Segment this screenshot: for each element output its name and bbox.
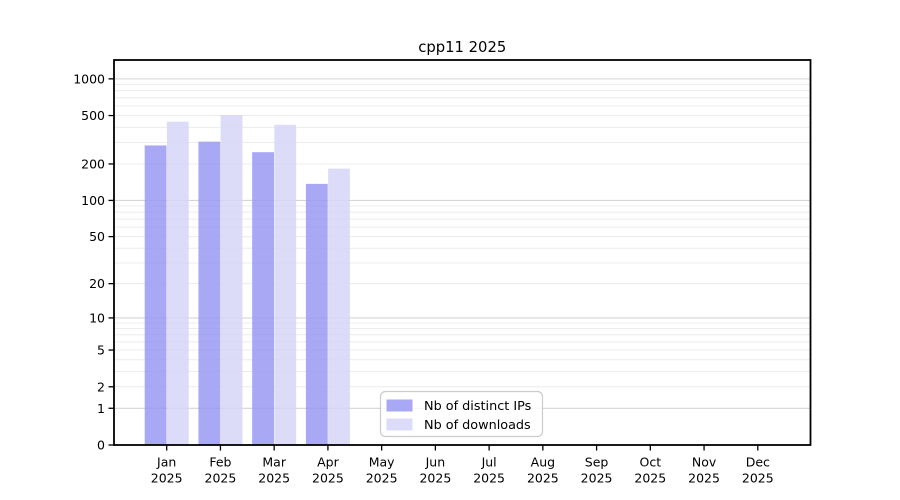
y-axis-tick-label: 1000	[73, 71, 105, 86]
y-axis-tick-label: 5	[97, 343, 105, 358]
x-axis-tick-label: Jul 2025	[473, 455, 505, 486]
legend: Nb of distinct IPs Nb of downloads	[379, 390, 544, 438]
y-axis-tick-label: 20	[89, 276, 105, 291]
x-axis-tick-label: Sep 2025	[581, 455, 613, 486]
bar-feb-downloads	[220, 115, 243, 445]
x-axis-tick-label: Oct 2025	[634, 455, 666, 486]
legend-box	[379, 390, 544, 438]
x-axis-tick-label: Aug 2025	[527, 455, 559, 486]
y-axis-tick-label: 500	[81, 108, 105, 123]
x-axis-tick-label: Dec 2025	[742, 455, 774, 486]
y-axis-tick-label: 200	[81, 156, 105, 171]
y-axis-tick-label: 100	[81, 193, 105, 208]
bar-feb-ips	[198, 141, 221, 445]
legend-item-label: Nb of distinct IPs	[424, 399, 532, 414]
chart-title: cpp11 2025	[418, 39, 506, 56]
y-axis-tick-label: 10	[89, 310, 105, 325]
y-axis-tick-label: 50	[89, 229, 105, 244]
y-axis-tick-label: 1	[97, 401, 105, 416]
legend-swatch	[386, 418, 413, 431]
bar-apr-downloads	[328, 168, 350, 446]
x-axis-tick-label: Jun 2025	[419, 455, 451, 486]
bar-mar-ips	[252, 152, 274, 445]
x-axis-tick-label: Apr 2025	[312, 455, 344, 486]
bar-apr-ips	[305, 183, 328, 445]
x-axis-tick-label: Nov 2025	[688, 455, 720, 486]
y-axis-tick-label: 2	[97, 379, 105, 394]
plot-border	[113, 59, 812, 446]
legend-swatch	[386, 399, 413, 412]
bar-jan-ips	[144, 145, 167, 445]
x-axis-tick-label: May 2025	[366, 455, 398, 486]
y-axis-tick-label: 0	[97, 438, 105, 453]
x-axis-tick-label: Mar 2025	[258, 455, 290, 486]
legend-item-label: Nb of downloads	[424, 418, 531, 433]
bar-mar-downloads	[274, 124, 297, 445]
x-axis-tick-label: Jan 2025	[151, 455, 183, 486]
x-axis-tick-label: Feb 2025	[205, 455, 237, 486]
bar-jan-downloads	[166, 121, 189, 446]
